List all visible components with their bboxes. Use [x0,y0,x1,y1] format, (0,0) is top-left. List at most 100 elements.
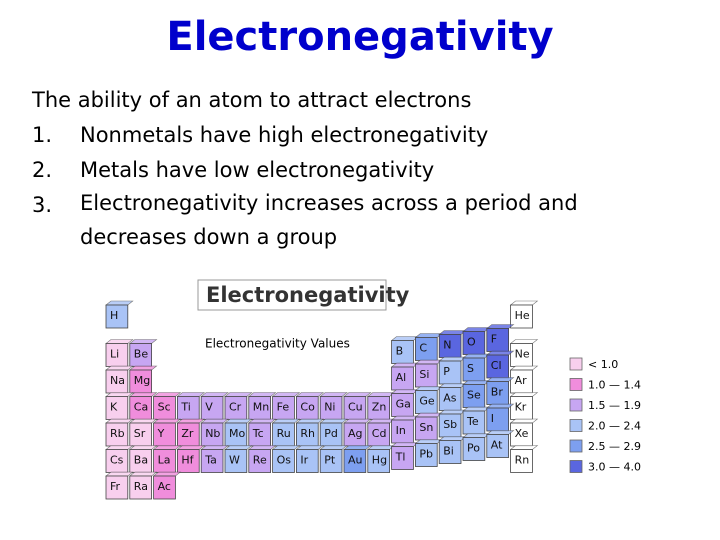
element-top [485,377,515,382]
element-top [509,445,539,450]
element-top [343,445,372,450]
element-symbol: Cd [372,427,387,440]
element-top [414,359,444,365]
element-cell [414,443,438,467]
element-top [295,392,325,397]
element-symbol: Sc [158,401,171,414]
element-symbol: Ir [300,454,308,467]
element-top [366,445,396,450]
figure-subtitle: Electronegativity Values [205,337,350,351]
element-top [128,392,158,397]
element-symbol: Pt [324,454,336,467]
element-top [105,392,134,397]
element-cell [105,304,129,329]
element-symbol: F [491,333,497,346]
element-symbol: Se [467,389,481,402]
element-top [176,392,206,397]
element-cell [153,475,176,500]
element-top [319,418,348,424]
element-top [200,445,229,450]
element-symbol: Rn [515,454,530,467]
element-cell [486,434,509,458]
element-top [462,380,491,385]
element-top [128,339,158,344]
element-cell [367,449,390,473]
element-top [414,412,444,418]
element-top [438,330,467,335]
element-top [414,439,444,444]
element-cell [272,449,295,473]
element-top [128,365,158,371]
element-symbol: Ge [419,395,435,408]
element-top [200,392,229,397]
element-symbol: C [419,342,427,355]
element-top [462,433,491,438]
element-cell [129,475,153,500]
element-symbol: Po [467,442,480,455]
legend-label: 1.0 — 1.4 [588,379,641,392]
element-cell [200,449,224,473]
legend-label: 1.5 — 1.9 [588,399,641,412]
legend-label: < 1.0 [588,358,618,371]
list-text: Electronegativity increases across a per… [80,191,578,249]
element-symbol: Au [348,454,363,467]
element-symbol: Re [253,454,267,467]
element-top [390,389,420,394]
list-number: 1. [32,123,53,147]
element-top [485,324,515,329]
element-symbol: Fe [277,401,290,414]
element-symbol: K [110,401,118,414]
element-top [438,356,467,362]
element-top [176,418,206,424]
element-symbol: Rh [300,427,315,440]
element-top [390,442,420,447]
element-symbol: Ne [515,348,530,361]
element-top [105,445,134,450]
element-top [105,300,134,306]
element-symbol: Ac [158,480,171,493]
element-top [509,392,539,397]
element-symbol: Ba [134,454,148,467]
list-number: 3. [32,193,53,217]
element-top [509,300,539,306]
element-symbol: S [467,362,474,375]
legend-swatch [569,378,583,391]
legend-swatch [569,419,583,432]
element-symbol: Sb [443,418,457,431]
element-symbol: I [491,412,494,425]
element-top [247,418,277,424]
element-top [485,430,515,435]
element-top [485,350,515,356]
element-symbol: Br [491,386,504,399]
element-symbol: Li [110,348,119,361]
element-symbol: Zr [181,427,194,440]
element-top [438,436,467,441]
element-symbol: Mn [253,401,269,414]
element-top [152,445,182,450]
element-top [128,418,158,424]
element-symbol: Mg [134,374,150,387]
element-symbol: Si [419,368,429,381]
element-cell [224,449,248,473]
element-top [105,339,134,344]
element-top [390,415,420,421]
element-symbol: As [443,392,457,405]
element-symbol: Os [277,454,292,467]
element-top [343,418,372,424]
element-top [390,362,420,368]
element-symbol: In [396,424,406,437]
element-top [128,445,158,450]
element-symbol: Xe [515,427,529,440]
element-symbol: Cu [348,401,363,414]
element-symbol: Te [466,415,479,428]
element-top [224,445,253,450]
element-symbol: Na [110,374,125,387]
element-top [271,418,301,424]
list-text: Nonmetals have high electronegativity [80,123,489,147]
element-symbol: Zn [372,401,387,414]
element-symbol: Pb [419,448,433,461]
element-top [271,392,301,397]
element-symbol: H [110,309,118,322]
element-symbol: Mo [229,427,245,440]
element-symbol: N [443,339,451,352]
